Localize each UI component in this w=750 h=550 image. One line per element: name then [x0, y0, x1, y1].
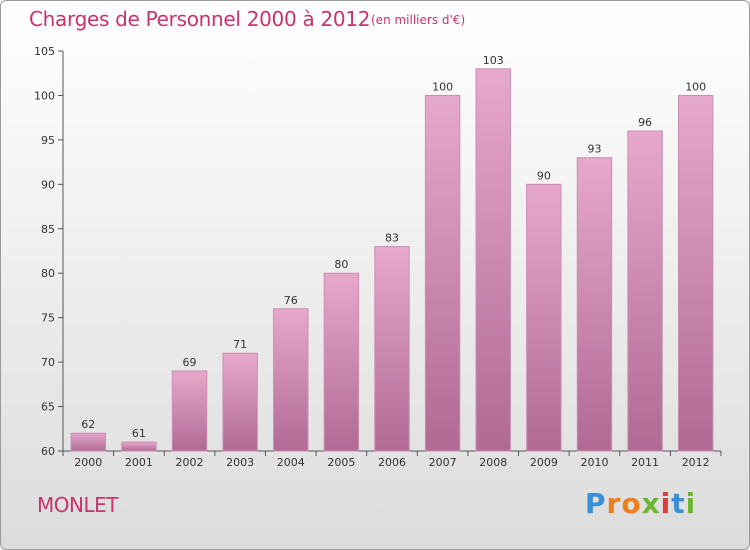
bar-2006	[374, 246, 410, 452]
bar-2011	[627, 130, 663, 452]
bar-2012	[677, 94, 714, 452]
value-label-2000: 62	[81, 418, 95, 431]
x-tick-label-2004: 2004	[277, 456, 305, 469]
y-tick-label: 90	[41, 178, 55, 191]
logo-letter: r	[606, 487, 622, 520]
value-label-2003: 71	[233, 338, 247, 351]
bar-2003	[222, 352, 258, 452]
bar-2009	[526, 183, 562, 452]
bar-2002	[171, 370, 208, 452]
y-tick-label: 60	[41, 445, 55, 458]
bar-2001	[121, 441, 157, 452]
x-tick-label-2009: 2009	[530, 456, 558, 469]
bar-2005	[323, 272, 360, 452]
bars	[70, 68, 714, 452]
proxiti-logo: Proxiti	[585, 487, 696, 520]
y-tick-label: 95	[41, 134, 55, 147]
value-label-2005: 80	[334, 258, 348, 271]
y-tick-label: 70	[41, 356, 55, 369]
value-label-2004: 76	[284, 294, 298, 307]
bar-2008	[475, 68, 511, 452]
value-label-2007: 100	[432, 80, 453, 93]
logo-letter: t	[671, 487, 686, 520]
y-tick-label: 75	[41, 312, 55, 325]
value-label-2012: 100	[685, 80, 706, 93]
logo-letter: i	[660, 487, 672, 520]
bar-2010	[576, 157, 613, 452]
x-tick-label-2003: 2003	[226, 456, 254, 469]
logo-letter: P	[585, 487, 607, 520]
x-tick-label-2005: 2005	[327, 456, 355, 469]
logo-letter: x	[641, 487, 661, 520]
value-label-2006: 83	[385, 232, 399, 245]
value-label-2002: 69	[183, 356, 197, 369]
value-label-2008: 103	[483, 54, 504, 67]
x-tick-label-2008: 2008	[479, 456, 507, 469]
x-tick-label-2010: 2010	[580, 456, 608, 469]
value-label-2011: 96	[638, 116, 652, 129]
axes: 60 65 70 75 80 85 90 95 100 105 2000 2001 2002 2003 20…	[34, 45, 722, 469]
y-tick-label: 65	[41, 401, 55, 414]
y-tick-label: 100	[34, 89, 55, 102]
bar-2000	[70, 432, 107, 452]
x-tick-label-2002: 2002	[176, 456, 204, 469]
x-tick-label-2012: 2012	[682, 456, 710, 469]
chart-title: Charges de Personnel 2000 à 2012	[29, 7, 371, 31]
value-label-2010: 93	[587, 143, 601, 156]
x-tick-label-2006: 2006	[378, 456, 406, 469]
x-tick-label-2011: 2011	[631, 456, 659, 469]
y-tick-label: 105	[34, 45, 55, 58]
value-label-2009: 90	[537, 169, 551, 182]
x-tick-label-2007: 2007	[429, 456, 457, 469]
x-tick-label-2000: 2000	[74, 456, 102, 469]
x-tick-label-2001: 2001	[125, 456, 153, 469]
y-tick-label: 80	[41, 267, 55, 280]
commune-name: MONLET	[37, 493, 118, 517]
logo-letter: i	[685, 487, 697, 520]
value-label-2001: 61	[132, 427, 146, 440]
bar-2007	[424, 94, 461, 452]
chart-subtitle: (en milliers d'€)	[371, 13, 466, 27]
bar-2004	[273, 308, 309, 452]
value-labels: 62 61 69 71 76 80 83 100 103 90 93 96 100	[81, 54, 706, 440]
y-tick-label: 85	[41, 223, 55, 236]
logo-letter: o	[621, 487, 642, 520]
